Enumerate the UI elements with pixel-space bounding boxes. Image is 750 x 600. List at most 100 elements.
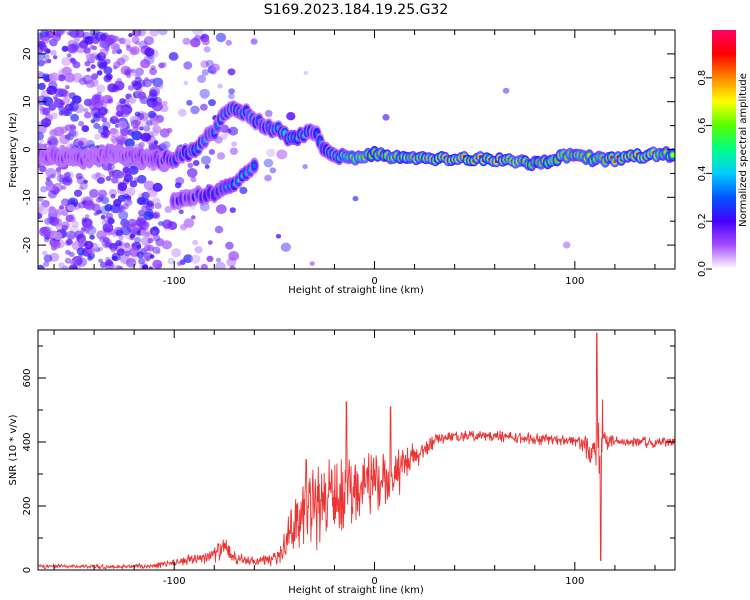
snr-y-tick-label: 0 bbox=[22, 567, 33, 573]
spectrogram-ridge-blob bbox=[670, 153, 675, 157]
spectrogram-noise-blob bbox=[157, 221, 164, 226]
snr-series-line bbox=[38, 332, 675, 570]
spectrogram-noise-blob bbox=[228, 251, 240, 261]
spectrogram-noise-blob bbox=[52, 182, 63, 192]
spectrogram-noise-blob bbox=[56, 30, 67, 35]
spectrogram-noise-blob bbox=[122, 166, 130, 173]
spectrogram-noise-blob bbox=[107, 217, 115, 225]
spectrogram-noise-blob bbox=[187, 162, 194, 169]
spectrogram-noise-blob bbox=[135, 67, 144, 76]
spectrogram-noise-blob bbox=[53, 126, 65, 137]
spectrogram-noise-blob bbox=[130, 119, 141, 129]
spectrogram-noise-blob bbox=[43, 261, 50, 267]
spectrogram-noise-blob bbox=[182, 37, 191, 45]
spectrogram-noise-blob bbox=[51, 240, 61, 249]
spectrogram-noise-blob bbox=[152, 101, 163, 112]
spectrogram-noise-blob bbox=[130, 46, 140, 55]
spectrogram-noise-blob bbox=[38, 124, 47, 134]
spectrogram-x-tick-label: -100 bbox=[163, 276, 186, 287]
snr-y-tick-label: 200 bbox=[22, 496, 33, 515]
snr-x-tick-label: 0 bbox=[371, 576, 377, 587]
spectrogram-noise-blob bbox=[132, 67, 144, 78]
spectrogram-noise-blob bbox=[199, 88, 210, 99]
spectrogram-noise-blob bbox=[73, 189, 83, 197]
colorbar-ticks: 0.0 0.2 0.4 0.6 0.8 bbox=[697, 70, 712, 277]
spectrogram-noise-blob bbox=[217, 83, 223, 89]
spectrogram-noise-blob bbox=[152, 129, 160, 137]
spectrogram-noise-blob bbox=[96, 176, 105, 185]
spectrogram-noise-blob bbox=[75, 172, 83, 180]
spectrogram-noise-blob bbox=[200, 92, 209, 100]
spectrogram-noise-blob bbox=[88, 247, 96, 255]
spectrogram-noise-blob bbox=[96, 230, 107, 240]
spectrogram-y-tick-label: 10 bbox=[22, 95, 33, 108]
spectrogram-noise-blob bbox=[98, 246, 103, 252]
spectrogram-noise-blob bbox=[562, 241, 571, 249]
spectrogram-noise-blob bbox=[38, 212, 43, 220]
spectrogram-noise-blob bbox=[69, 259, 75, 265]
spectrogram-noise-blob bbox=[53, 55, 58, 60]
spectrogram-noise-blob bbox=[64, 134, 71, 140]
spectrogram-noise-blob bbox=[110, 248, 116, 253]
spectrogram-noise-blob bbox=[65, 238, 73, 246]
spectrogram-noise-blob bbox=[134, 40, 140, 46]
spectrogram-noise-blob bbox=[74, 230, 84, 239]
snr-marks bbox=[38, 332, 675, 570]
spectrogram-noise-blob bbox=[85, 53, 96, 63]
spectrogram-noise-blob bbox=[46, 85, 57, 96]
spectrogram-noise-blob bbox=[147, 121, 154, 127]
spectrogram-noise-blob bbox=[109, 243, 118, 251]
spectrogram-noise-blob bbox=[183, 80, 189, 86]
spectrogram-noise-blob bbox=[123, 38, 132, 46]
spectrogram-noise-blob bbox=[120, 128, 129, 137]
spectrogram-noise-blob bbox=[61, 89, 68, 95]
spectrogram-noise-blob bbox=[52, 33, 61, 42]
spectrogram-noise-blob bbox=[73, 103, 85, 114]
spectrogram-marks bbox=[38, 30, 675, 269]
spectrogram-noise-blob bbox=[103, 74, 112, 83]
spectrogram-noise-blob bbox=[56, 170, 62, 175]
spectrogram-noise-blob bbox=[144, 36, 154, 46]
spectrogram-noise-blob bbox=[53, 30, 64, 37]
snr-y-ticks: 0 200 400 600 bbox=[22, 345, 675, 573]
spectrogram-noise-blob bbox=[162, 219, 173, 229]
spectrogram-noise-blob bbox=[112, 114, 118, 120]
spectrogram-noise-blob bbox=[115, 110, 123, 117]
spectrogram-noise-blob bbox=[151, 197, 161, 206]
spectrogram-noise-blob bbox=[190, 105, 200, 115]
spectrogram-noise-blob bbox=[44, 217, 52, 225]
spectrogram-noise-blob bbox=[75, 30, 85, 38]
spectrogram-noise-blob bbox=[86, 67, 91, 72]
spectrogram-noise-blob bbox=[141, 191, 150, 200]
spectrogram-noise-blob bbox=[78, 185, 84, 191]
spectrogram-noise-blob bbox=[126, 197, 131, 202]
spectrogram-noise-blob bbox=[138, 257, 146, 265]
spectrogram-noise-blob bbox=[88, 98, 97, 106]
spectrogram-noise-blob bbox=[81, 125, 90, 133]
spectrogram-noise-blob bbox=[49, 208, 56, 214]
snr-frame bbox=[37, 329, 676, 571]
spectrogram-noise-blob bbox=[155, 249, 161, 255]
spectrogram-noise-blob bbox=[144, 77, 149, 82]
spectrogram-noise-blob bbox=[71, 220, 79, 228]
spectrogram-noise-blob bbox=[110, 42, 121, 52]
spectrogram-noise-blob bbox=[84, 200, 96, 211]
spectrogram-noise-blob bbox=[264, 109, 273, 118]
spectrogram-noise-blob bbox=[204, 164, 210, 169]
spectrogram-noise-blob bbox=[159, 128, 170, 138]
spectrogram-noise-blob bbox=[38, 205, 49, 215]
spectrogram-noise-blob bbox=[153, 140, 159, 145]
spectrogram-noise-blob bbox=[109, 116, 119, 125]
spectrogram-noise-blob bbox=[48, 208, 59, 219]
snr-y-axis-label: SNR (10 * v/v) bbox=[8, 414, 19, 485]
spectrogram-noise-blob bbox=[152, 259, 163, 269]
spectrogram-noise-blob bbox=[129, 233, 136, 239]
spectrogram-noise-blob bbox=[201, 69, 209, 76]
spectrogram-noise-blob bbox=[174, 182, 182, 189]
spectrogram-noise-blob bbox=[107, 163, 115, 170]
spectrogram-noise-blob bbox=[192, 30, 204, 36]
spectrogram-noise-blob bbox=[139, 126, 144, 131]
spectrogram-noise-blob bbox=[70, 113, 79, 122]
spectrogram-noise-blob bbox=[142, 59, 151, 68]
spectrogram-noise-blob bbox=[139, 112, 149, 121]
